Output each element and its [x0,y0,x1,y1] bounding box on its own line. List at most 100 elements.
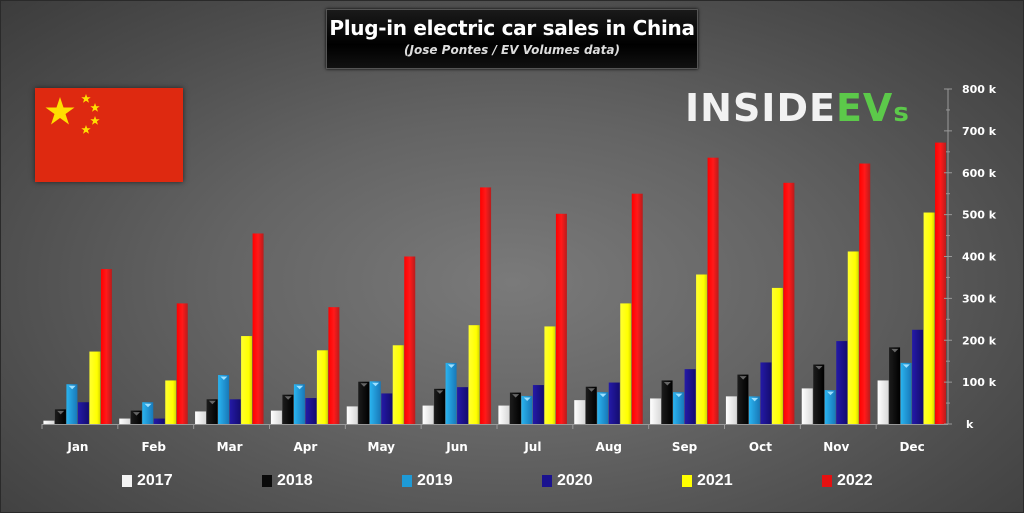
bar-2017-Nov [801,388,813,424]
insideevs-logo: INSIDEEVs [685,86,910,130]
x-tick-label: Mar [217,440,243,454]
y-tick-label: 300 k [962,292,997,305]
flag-small-star [90,116,100,125]
legend-label: 2021 [697,472,733,489]
bar-bevel-2019-Jul [523,397,531,401]
bars-group [43,142,947,425]
logo-text-ev: EV [835,86,894,130]
bar-2018-Dec [889,347,901,424]
title-box: Plug-in electric car sales in China (Jos… [326,9,698,69]
bar-2018-Nov [813,364,825,424]
y-tick-label: 100 k [962,376,997,389]
x-tick-label: Jul [523,440,541,454]
y-tick-label: 700 k [962,125,997,138]
bar-2021-Oct [771,287,783,424]
bar-2021-Feb [165,380,177,424]
bar-2019-Feb [142,402,154,424]
bar-2021-Nov [847,251,859,424]
x-tick-label: Dec [899,440,924,454]
bar-2018-Jun [434,388,446,424]
bar-bevel-2019-Apr [296,385,304,390]
bar-bevel-2018-Jan [57,410,65,415]
bar-bevel-2019-Oct [751,397,759,402]
bar-2022-Jan [100,269,112,424]
bar-2020-Dec [912,329,924,424]
legend-label: 2019 [417,472,453,489]
bar-2021-Dec [923,212,935,424]
y-tick-label: 200 k [962,334,997,347]
legend-item-2022: 2022 [822,470,873,492]
y-tick-label: 400 k [962,251,997,264]
bar-2021-Sep [696,274,708,424]
bar-2017-Jun [422,405,434,424]
bar-2022-Aug [631,193,643,424]
bar-2020-Jul [532,385,544,424]
legend-item-2021: 2021 [682,470,733,492]
legend-label: 2018 [277,472,313,489]
bar-2018-Jan [54,409,66,424]
bar-2022-Feb [176,303,188,424]
y-tick-label: 600 k [962,167,997,180]
legend-item-2020: 2020 [542,470,593,492]
y-tick-label: 500 k [962,209,997,222]
bar-2019-Jan [66,384,78,424]
bar-2019-Apr [293,384,305,424]
bar-2018-Mar [206,399,218,424]
bar-bevel-2018-Mar [208,400,216,405]
bar-2018-Sep [661,380,673,424]
bar-bevel-2018-May [360,383,368,387]
bar-bevel-2018-Feb [133,412,140,416]
bar-2020-May [381,393,393,424]
bar-2018-Apr [282,394,294,424]
flag-small-star [81,94,91,103]
bar-2021-Apr [316,350,328,424]
bar-bevel-2019-Jun [447,364,455,368]
bar-2017-Apr [270,410,282,424]
legend-label: 2017 [137,472,173,489]
bar-2019-Aug [597,392,609,424]
x-tick-label: Jun [445,440,468,454]
bar-bevel-2019-Jan [68,385,76,390]
bar-2022-Mar [252,233,264,424]
bar-bevel-2018-Apr [284,396,292,400]
legend-label: 2020 [557,472,593,489]
bar-2019-Jun [445,362,457,424]
bar-2022-Apr [328,307,340,424]
bar-2018-Aug [585,386,597,424]
legend-swatch [402,475,412,487]
bar-bevel-2019-Aug [599,393,607,398]
bar-2019-Jul [521,395,533,424]
legend-swatch [822,475,832,487]
legend-swatch [542,475,552,487]
bar-bevel-2018-Dec [891,348,899,353]
bar-2017-Aug [574,400,586,424]
bar-bevel-2019-Mar [220,376,228,381]
bar-bevel-2018-Oct [739,376,747,380]
bar-2019-May [369,381,381,424]
legend-swatch [122,475,132,487]
chart-title: Plug-in electric car sales in China [329,16,695,40]
bar-2020-Mar [229,399,241,424]
legend-swatch [262,475,272,487]
bar-2017-Feb [119,418,131,424]
bar-2022-Jun [480,187,492,424]
bar-2020-Feb [153,418,165,424]
bar-bevel-2019-Feb [144,403,152,408]
legend-label: 2022 [837,472,873,489]
bar-2020-Oct [760,362,772,424]
x-tick-label: May [368,440,396,454]
bar-2021-Aug [620,303,632,424]
bar-2022-May [404,256,416,424]
china-flag-icon [35,88,183,182]
x-axis: Jan Feb Mar Apr May Jun Jul Aug Sep Oct Nov Dec [41,424,948,454]
bar-bevel-2018-Nov [815,366,823,370]
bar-2017-May [346,406,358,424]
bar-2020-Sep [684,369,696,424]
bar-2021-Jun [468,325,480,424]
x-tick-label: Oct [749,440,772,454]
bar-2021-Mar [241,336,253,424]
bar-2018-May [358,381,370,424]
legend-item-2019: 2019 [402,470,453,492]
bar-2020-Aug [608,382,620,424]
bar-bevel-2019-Dec [902,364,910,368]
